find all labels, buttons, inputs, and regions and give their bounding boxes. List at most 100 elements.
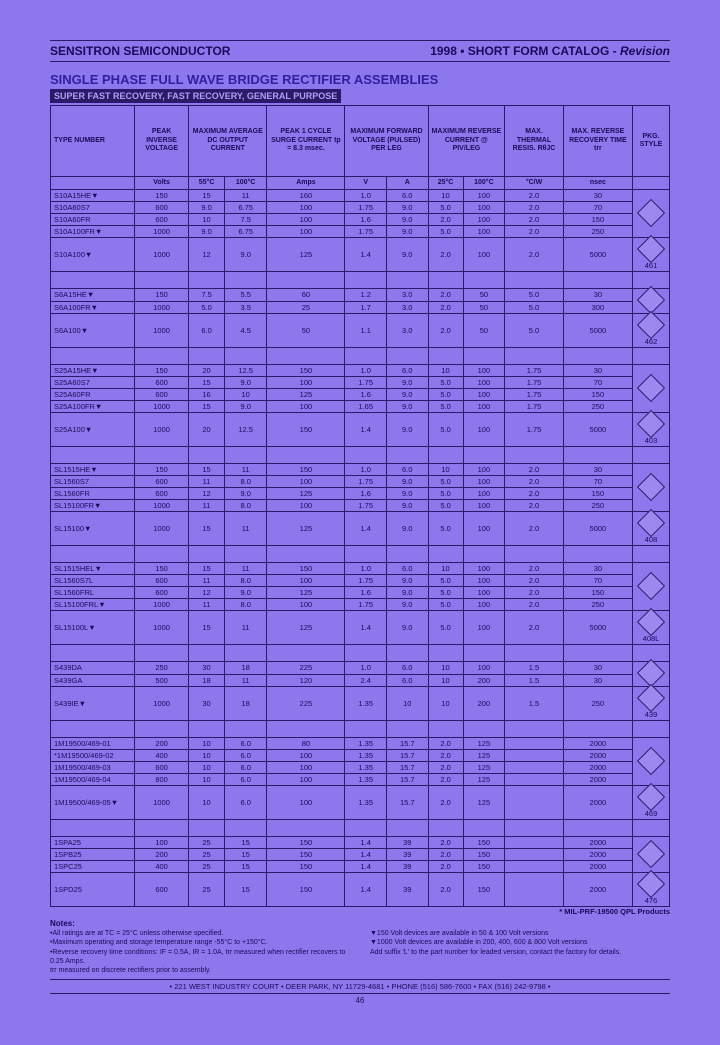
table-cell: 100	[463, 238, 505, 272]
table-cell: 125	[463, 738, 505, 750]
table-cell: 2.0	[428, 301, 463, 314]
table-row: S6A100FR▼10005.03.5251.73.02.0505.0300	[51, 301, 670, 314]
table-cell: 800	[135, 774, 189, 786]
table-cell: 1.5	[505, 674, 564, 687]
table-cell: 125	[267, 238, 345, 272]
table-cell: 11	[189, 500, 225, 512]
table-cell: 160	[267, 190, 345, 202]
table-cell: 125	[267, 389, 345, 401]
column-header: MAXIMUM REVERSE CURRENT @ PIV/LEG	[428, 106, 505, 177]
table-cell: 9.0	[386, 587, 428, 599]
table-cell: 100	[463, 365, 505, 377]
column-header: PEAK 1 CYCLE SURGE CURRENT tp = 8.3 msec…	[267, 106, 345, 177]
table-cell: 9.0	[224, 587, 266, 599]
column-header: MAXIMUM FORWARD VOLTAGE (PULSED) PER LEG	[345, 106, 428, 177]
table-row: 1M19500/469-04800106.01001.3515.72.01252…	[51, 774, 670, 786]
package-icon	[637, 373, 665, 401]
table-cell: SL1560FRL	[51, 587, 135, 599]
table-cell: 2.0	[505, 599, 564, 611]
table-cell: 1000	[135, 314, 189, 348]
table-cell: 1000	[135, 500, 189, 512]
table-cell: 100	[463, 401, 505, 413]
table-cell	[633, 464, 670, 512]
table-cell: 25	[189, 837, 225, 849]
package-icon	[637, 311, 665, 339]
table-cell: S6A15HE▼	[51, 289, 135, 302]
package-icon	[637, 839, 665, 867]
table-cell: 50	[463, 301, 505, 314]
table-cell: 30	[189, 687, 225, 721]
table-cell: 12.5	[224, 413, 266, 447]
table-cell: 150	[463, 849, 505, 861]
table-cell: 100	[267, 599, 345, 611]
table-cell: 15.7	[386, 738, 428, 750]
table-cell: 5000	[563, 413, 632, 447]
table-row: SL15100FR▼1000118.01001.759.05.01002.025…	[51, 500, 670, 512]
table-cell: 600	[135, 488, 189, 500]
table-row: 1M19500/469-05▼1000106.01001.3515.72.012…	[51, 786, 670, 820]
table-cell: 10	[428, 674, 463, 687]
table-cell: 25	[267, 301, 345, 314]
table-row: S6A15HE▼1507.55.5601.23.02.0505.030	[51, 289, 670, 302]
table-cell: 9.0	[386, 401, 428, 413]
table-row: *1M19500/469-02400106.01001.3515.72.0125…	[51, 750, 670, 762]
table-cell: 1SPC25	[51, 861, 135, 873]
table-cell: 150	[135, 289, 189, 302]
table-cell: 9.0	[386, 214, 428, 226]
table-cell: 2.0	[505, 190, 564, 202]
table-row: S10A100FR▼10009.06.751001.759.05.01002.0…	[51, 226, 670, 238]
table-cell: 9.0	[386, 611, 428, 645]
table-cell: 4.5	[224, 314, 266, 348]
table-cell: 1.75	[505, 389, 564, 401]
table-cell: 100	[135, 837, 189, 849]
table-cell	[633, 662, 670, 687]
table-cell: 6.0	[386, 563, 428, 575]
table-cell: 100	[463, 662, 505, 675]
table-cell: 15	[189, 190, 225, 202]
table-cell: 15	[189, 611, 225, 645]
table-cell: 15	[189, 377, 225, 389]
unit-header: 25°C	[428, 177, 463, 190]
table-cell: 5.0	[428, 413, 463, 447]
table-cell: 2.0	[428, 214, 463, 226]
table-cell: 250	[563, 500, 632, 512]
table-cell: 12	[189, 587, 225, 599]
table-cell: 7.5	[189, 289, 225, 302]
table-cell: 1.75	[345, 500, 387, 512]
table-cell: 9.0	[386, 575, 428, 587]
table-cell: 3.0	[386, 314, 428, 348]
company-name: SENSITRON SEMICONDUCTOR	[50, 44, 230, 58]
table-cell: 60	[267, 289, 345, 302]
table-cell: 150	[267, 563, 345, 575]
table-cell: 25	[189, 861, 225, 873]
table-cell: S10A60FR	[51, 214, 135, 226]
table-cell: 600	[135, 476, 189, 488]
table-cell: S25A60FR	[51, 389, 135, 401]
group-separator	[51, 272, 670, 289]
table-cell: 9.0	[386, 599, 428, 611]
table-cell: 15.7	[386, 750, 428, 762]
table-cell: 1.6	[345, 587, 387, 599]
note-line: •Maximum operating and storage temperatu…	[50, 938, 350, 947]
table-cell: 100	[463, 563, 505, 575]
table-cell: 150	[563, 488, 632, 500]
unit-header: A	[386, 177, 428, 190]
table-cell: 1.1	[345, 314, 387, 348]
table-cell: 8.0	[224, 500, 266, 512]
table-cell: 10	[428, 190, 463, 202]
table-cell: 2.0	[428, 873, 463, 907]
table-cell	[505, 738, 564, 750]
table-cell: 2.0	[505, 575, 564, 587]
table-cell: S10A15HE▼	[51, 190, 135, 202]
note-line: trr measured on discrete rectifiers prio…	[50, 966, 350, 975]
table-row: 1SPA2510025151501.4392.01502000	[51, 837, 670, 849]
table-cell: S10A100FR▼	[51, 226, 135, 238]
table-cell: 2.0	[505, 476, 564, 488]
table-cell: 600	[135, 873, 189, 907]
table-cell: 100	[267, 774, 345, 786]
table-cell: 12	[189, 488, 225, 500]
table-row: S10A60FR600107.51001.69.02.01002.0150	[51, 214, 670, 226]
table-cell: 150	[563, 389, 632, 401]
table-cell: 10	[428, 464, 463, 476]
table-cell: 3.5	[224, 301, 266, 314]
